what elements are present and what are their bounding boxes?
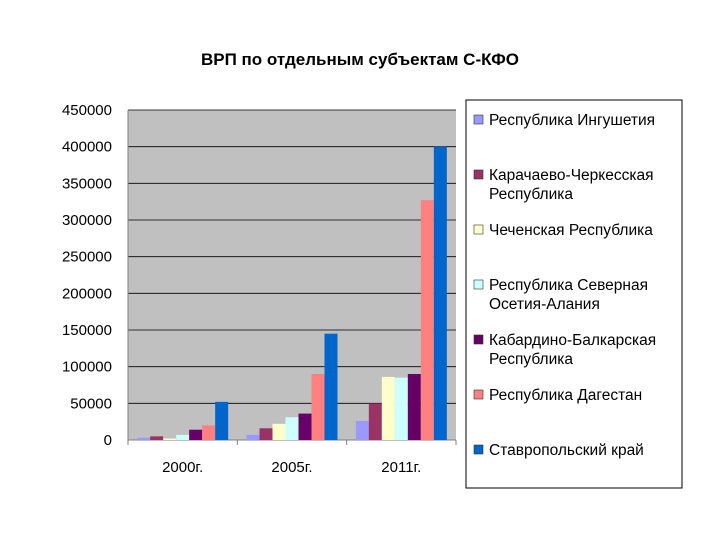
x-tick-label: 2011г.: [381, 459, 421, 476]
bar: [285, 417, 299, 440]
bar: [176, 434, 190, 440]
y-tick-label: 50000: [70, 395, 112, 412]
bar: [298, 413, 312, 440]
legend-entry-label: Карачаево-Черкесская Республика: [489, 167, 654, 203]
bar: [381, 376, 395, 440]
bar: [215, 401, 229, 440]
y-tick-label: 150000: [62, 322, 112, 339]
bar: [246, 434, 260, 440]
legend-swatch: [473, 389, 484, 400]
legend-entry-label: Чеченская Республика: [489, 222, 653, 239]
legend-box: [465, 99, 683, 489]
bar: [420, 200, 434, 440]
legend-entry-label: Республика Ингушетия: [489, 112, 655, 129]
y-tick-label: 450000: [62, 102, 112, 119]
legend-swatch: [473, 169, 484, 180]
x-tick-label: 2000г.: [162, 459, 203, 476]
y-tick-label: 400000: [62, 139, 112, 156]
legend-swatch: [473, 334, 484, 345]
y-tick-label: 100000: [62, 359, 112, 376]
bar: [368, 403, 382, 440]
y-tick-label: 250000: [62, 249, 112, 266]
bar: [137, 437, 151, 440]
bar: [433, 146, 447, 440]
y-tick-label: 300000: [62, 212, 112, 229]
legend-entry-label: Ставропольский край: [489, 442, 644, 459]
legend-swatch: [473, 114, 484, 125]
x-tick-label: 2005г.: [271, 459, 312, 476]
y-tick-label: 0: [104, 432, 112, 449]
legend-swatch: [473, 224, 484, 235]
y-tick-label: 200000: [62, 285, 112, 302]
bar: [163, 438, 177, 440]
bar: [407, 374, 421, 440]
legend-swatch: [473, 279, 484, 290]
bar: [394, 377, 408, 440]
legend-entry-label: Республика Северная Осетия-Алания: [489, 277, 648, 313]
legend-swatch: [473, 444, 484, 455]
bar: [355, 420, 369, 440]
legend-entry-label: Кабардино-Балкарская Республика: [489, 332, 656, 368]
legend: Республика Ингушетия Карачаево-Черкесская…: [465, 99, 683, 489]
legend-entry-label: Республика Дагестан: [489, 387, 642, 404]
chart-title: ВРП по отдельным субъектам С-КФО: [200, 50, 520, 69]
bar: [272, 423, 286, 440]
bars: [137, 146, 447, 440]
bar: [259, 428, 273, 440]
y-tick-label: 350000: [62, 175, 112, 192]
bar: [202, 425, 216, 440]
bar: [150, 436, 164, 440]
bar: [324, 333, 338, 440]
bar: [189, 429, 203, 440]
bar: [311, 374, 325, 440]
